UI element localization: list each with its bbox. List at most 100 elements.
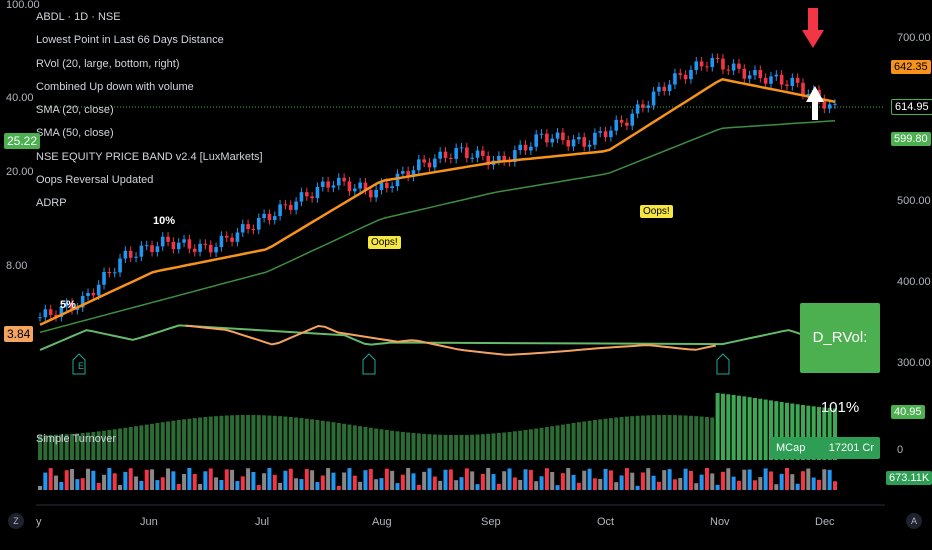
turnover-bar	[320, 420, 325, 460]
turnover-title: Simple Turnover	[36, 433, 117, 445]
turnover-bar	[160, 422, 165, 460]
turnover-bar	[614, 417, 619, 460]
volume-bar	[352, 475, 357, 490]
volume-bar	[203, 471, 208, 490]
auto-scale-button[interactable]: A	[906, 513, 922, 529]
turnover-bar	[464, 434, 469, 460]
candle	[160, 236, 165, 247]
candle	[267, 213, 272, 221]
candle	[139, 245, 144, 257]
oops-marker-1: Oops!	[368, 236, 401, 249]
candle	[561, 132, 565, 141]
candle	[753, 69, 757, 76]
sma50-badge: 599.80	[891, 132, 931, 146]
candle	[593, 132, 597, 145]
indicator-item[interactable]: NSE EQUITY PRICE BAND v2.4 [LuxMarkets]	[36, 150, 263, 163]
mcap-value: 17201 Cr	[828, 442, 874, 454]
candle	[785, 84, 789, 86]
turnover-bar	[528, 429, 533, 460]
candle	[774, 74, 779, 77]
volume-bar	[224, 469, 229, 490]
volume-bar	[454, 480, 459, 490]
left-tick: 8.00	[6, 260, 28, 272]
mcap-box: MCap 17201 Cr	[770, 437, 880, 459]
turnover-bar	[833, 408, 837, 460]
timezone-button[interactable]: Z	[8, 513, 24, 529]
volume-bar	[811, 477, 816, 490]
volume-bar	[555, 485, 560, 490]
candle	[555, 132, 560, 139]
volume-bar	[256, 485, 261, 490]
volume-bar	[523, 469, 528, 490]
volume-bar	[758, 477, 763, 490]
indicator-item[interactable]: ADRP	[36, 197, 67, 210]
turnover-bar	[134, 426, 139, 460]
candle	[385, 182, 389, 188]
turnover-bar	[822, 407, 827, 460]
turnover-bar	[48, 434, 53, 460]
earnings-marker-1	[72, 353, 86, 375]
turnover-bar	[352, 425, 357, 460]
turnover-bar	[454, 435, 459, 460]
turnover-bar	[251, 415, 256, 460]
indicator-item[interactable]: SMA (20, close)	[36, 104, 114, 117]
volume-bar	[294, 478, 299, 490]
volume-bar	[91, 470, 96, 490]
indicator-legend: ABDL · 1D · NSE Lowest Point in Last 66 …	[36, 6, 263, 216]
candle	[715, 57, 720, 59]
volume-bar	[624, 468, 629, 490]
volume-bar	[443, 469, 448, 490]
price-band-green	[39, 324, 836, 351]
volume-bar	[112, 473, 117, 490]
candle	[539, 133, 544, 135]
turnover-bar	[512, 431, 517, 460]
pct-marker-2: 5%	[60, 299, 76, 311]
indicator-item[interactable]: RVol (20, large, bottom, right)	[36, 57, 180, 70]
volume-badge: 673.11K	[886, 471, 932, 485]
volume-bar	[800, 471, 805, 490]
candle	[545, 133, 549, 143]
turnover-bar	[80, 432, 85, 460]
indicator-item[interactable]: Lowest Point in Last 66 Days Distance	[36, 34, 224, 47]
candle	[694, 61, 699, 70]
sma20-line	[39, 77, 836, 326]
turnover-bar	[358, 426, 363, 460]
candle	[326, 181, 330, 188]
indicator-item[interactable]: Combined Up down with volume	[36, 80, 194, 93]
turnover-bar	[294, 417, 299, 460]
turnover-bar	[144, 424, 149, 460]
volume-bar	[214, 477, 219, 490]
turnover-bar	[240, 415, 245, 460]
volume-bar	[315, 482, 320, 490]
turnover-bar	[694, 416, 699, 460]
volume-bar	[592, 478, 597, 490]
volume-bar	[539, 476, 544, 490]
turnover-bar	[747, 397, 752, 460]
volume-bar	[118, 484, 123, 490]
indicator-item[interactable]: Oops Reversal Updated	[36, 174, 154, 187]
turnover-bar	[699, 416, 704, 460]
price-band-orange	[185, 324, 717, 356]
earnings-marker-2	[362, 353, 376, 375]
candle	[390, 186, 394, 188]
candle	[155, 246, 160, 252]
volume-bar	[139, 480, 144, 490]
volume-bar	[560, 473, 565, 490]
month-label: Jun	[140, 516, 158, 528]
right-tick: 500.00	[897, 195, 931, 207]
volume-bar	[347, 468, 352, 490]
volume-bar	[747, 469, 752, 490]
turnover-bar	[395, 431, 400, 460]
turnover-bar	[54, 434, 59, 460]
turnover-bar	[507, 431, 512, 460]
turnover-bar	[651, 415, 656, 460]
indicator-item[interactable]: SMA (50, close)	[36, 127, 114, 140]
volume-bar	[736, 480, 741, 490]
turnover-bar	[166, 421, 171, 460]
volume-bar	[198, 483, 203, 490]
turnover-bar	[139, 425, 144, 460]
turnover-bar	[752, 397, 757, 460]
oops-marker-2: Oops!	[640, 205, 673, 218]
turnover-bar	[470, 434, 475, 460]
